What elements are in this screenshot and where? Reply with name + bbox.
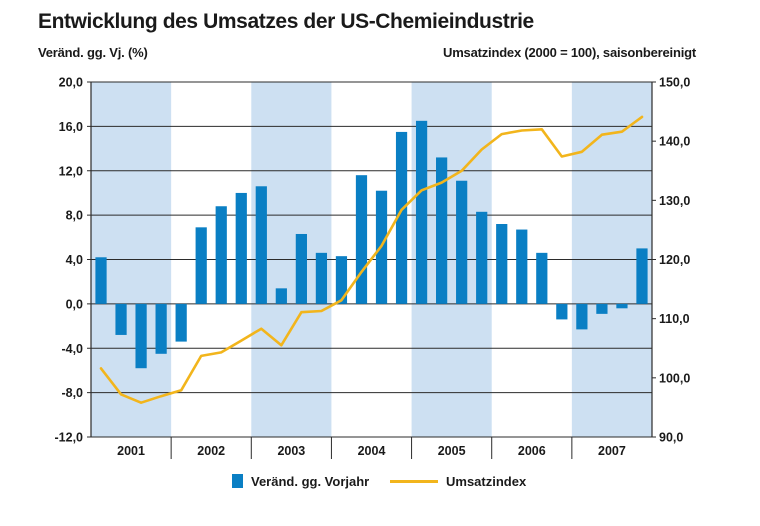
bar bbox=[315, 252, 328, 304]
bar bbox=[335, 256, 348, 304]
x-tick-label-2001: 2001 bbox=[117, 444, 145, 458]
right-axis-label: Umsatzindex (2000 = 100), saisonbereinig… bbox=[443, 45, 696, 60]
bar bbox=[295, 233, 307, 304]
right-tick-label: 90,0 bbox=[659, 431, 683, 445]
right-tick-label: 100,0 bbox=[659, 371, 690, 385]
bar bbox=[456, 180, 468, 304]
legend-item-line: Umsatzindex bbox=[390, 471, 526, 491]
bar bbox=[616, 303, 628, 309]
right-tick-label: 140,0 bbox=[659, 135, 690, 149]
bar bbox=[215, 206, 227, 304]
x-tick-label-2004: 2004 bbox=[358, 444, 386, 458]
legend-item-bars: Veränd. gg. Vorjahr bbox=[232, 471, 369, 491]
bar bbox=[235, 192, 247, 304]
x-tick-label-2003: 2003 bbox=[277, 444, 305, 458]
left-tick-label: 20,0 bbox=[59, 76, 83, 90]
bar bbox=[175, 303, 187, 342]
left-axis-label: Veränd. gg. Vj. (%) bbox=[38, 45, 148, 60]
right-tick-label: 110,0 bbox=[659, 312, 690, 326]
bar bbox=[355, 175, 368, 304]
x-tick-label-2007: 2007 bbox=[598, 444, 626, 458]
right-tick-label: 120,0 bbox=[659, 253, 690, 267]
bar bbox=[395, 131, 408, 304]
bar bbox=[415, 120, 428, 304]
x-tick-label-2005: 2005 bbox=[438, 444, 466, 458]
left-tick-label: 8,0 bbox=[66, 209, 83, 223]
bar bbox=[516, 229, 528, 304]
legend-swatch-line bbox=[390, 479, 438, 483]
left-tick-label: 0,0 bbox=[66, 297, 83, 311]
umsatzindex-line bbox=[99, 115, 644, 405]
right-tick-label: 130,0 bbox=[659, 194, 690, 208]
right-tick-label: 150,0 bbox=[659, 76, 690, 90]
bar bbox=[636, 248, 648, 304]
left-tick-label: 12,0 bbox=[59, 164, 83, 178]
legend-label-line: Umsatzindex bbox=[446, 473, 527, 489]
left-tick-label: 16,0 bbox=[59, 120, 83, 134]
bar bbox=[135, 303, 147, 369]
left-tick-label: -12,0 bbox=[55, 431, 84, 445]
x-tick-label-2002: 2002 bbox=[197, 444, 225, 458]
bar bbox=[95, 257, 107, 304]
legend-label-bars: Veränd. gg. Vorjahr bbox=[251, 473, 370, 489]
chart-title: Entwicklung des Umsatzes der US-Chemiein… bbox=[38, 10, 534, 33]
bar bbox=[436, 157, 448, 304]
bar bbox=[556, 303, 568, 320]
left-tick-label: 4,0 bbox=[66, 253, 83, 267]
bar bbox=[115, 303, 127, 335]
x-tick-label-2006: 2006 bbox=[518, 444, 546, 458]
bar bbox=[496, 224, 508, 304]
bar bbox=[195, 227, 207, 304]
chart-legend: Veränd. gg. Vorjahr Umsatzindex bbox=[0, 471, 760, 491]
left-tick-label: -4,0 bbox=[61, 342, 83, 356]
left-tick-label: -8,0 bbox=[61, 386, 83, 400]
bar bbox=[476, 211, 488, 304]
bar bbox=[576, 303, 588, 330]
bar bbox=[275, 288, 287, 304]
bar bbox=[596, 303, 608, 314]
bar bbox=[255, 186, 267, 304]
bar bbox=[155, 303, 167, 354]
bar bbox=[536, 252, 548, 304]
legend-swatch-bar bbox=[232, 474, 243, 488]
